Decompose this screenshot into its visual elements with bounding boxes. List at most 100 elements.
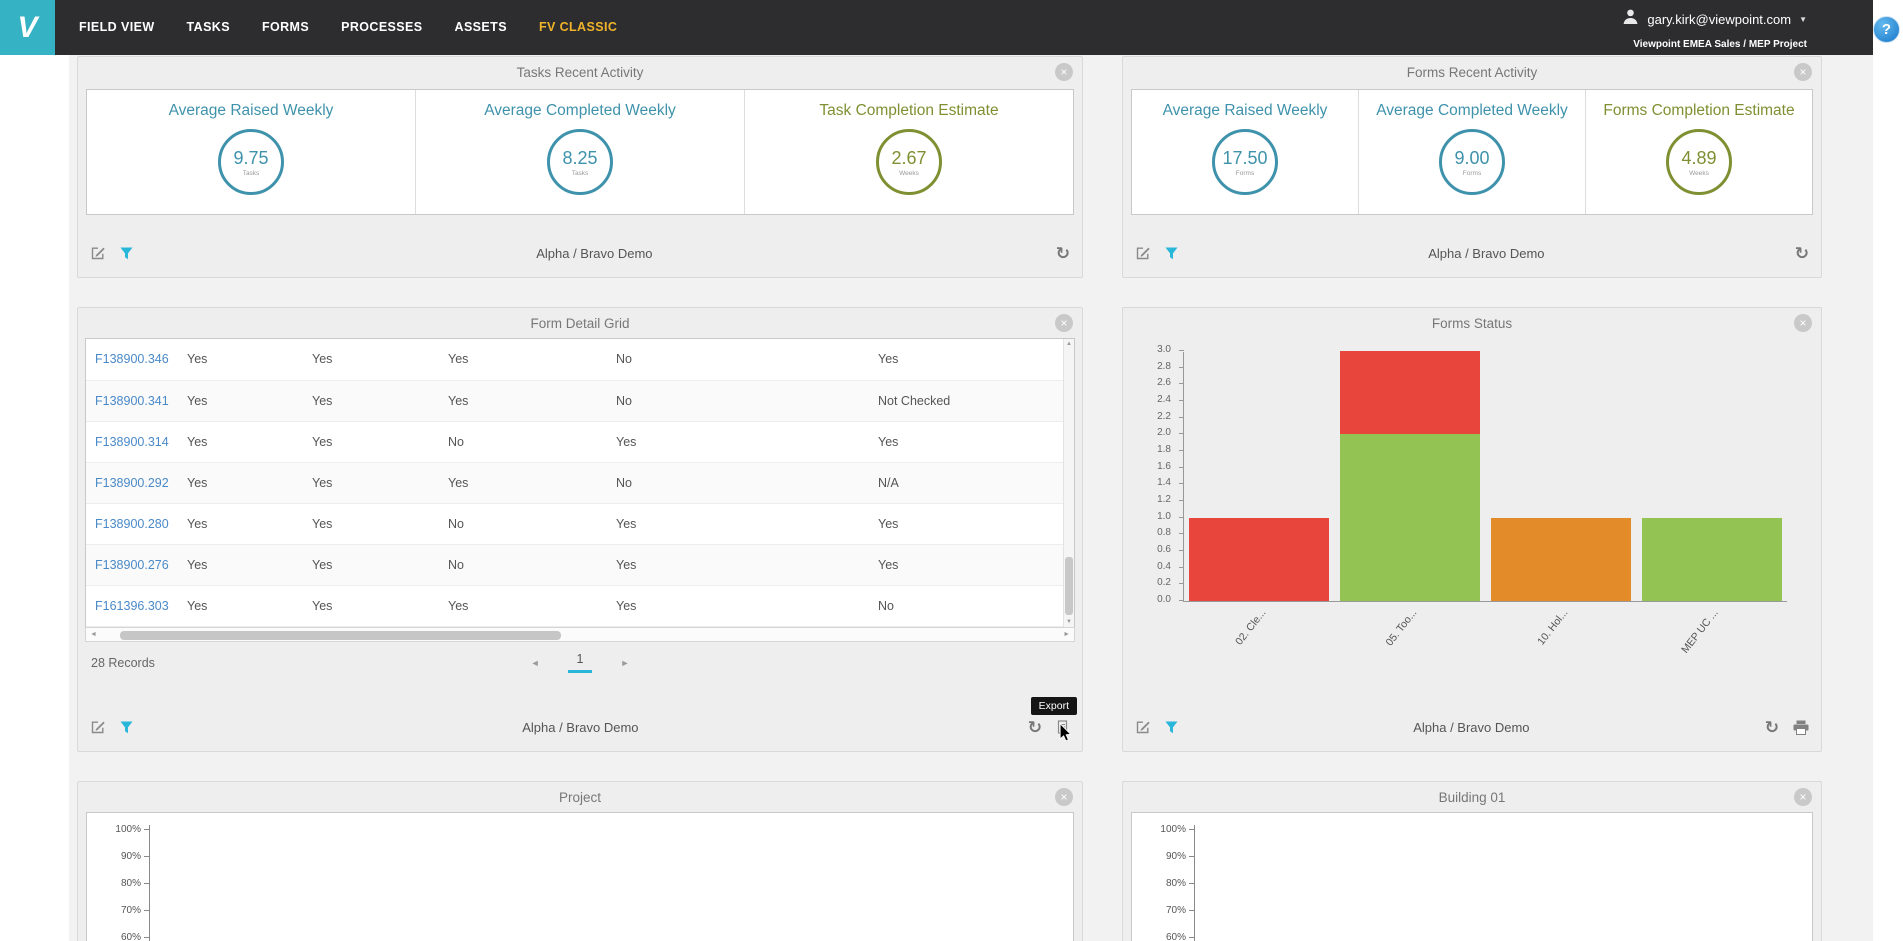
scroll-down-icon[interactable]: ▼	[1066, 618, 1072, 625]
filter-icon[interactable]	[120, 720, 133, 734]
y-axis-tick: 2.0	[1157, 427, 1184, 438]
nav-item-fv-classic[interactable]: FV CLASSIC	[538, 20, 618, 34]
next-page-icon[interactable]: ►	[620, 657, 630, 668]
cell: No	[607, 339, 869, 381]
form-id-link[interactable]: F138900.341	[86, 380, 178, 422]
close-icon[interactable]: ×	[1794, 63, 1812, 81]
y-axis-tick-label: 80%	[1165, 878, 1186, 889]
form-id-link[interactable]: F138900.314	[86, 421, 178, 463]
stat-value: 9.75	[233, 147, 269, 168]
panel-tasks-recent-activity: Tasks Recent Activity × Average Raised W…	[77, 56, 1083, 278]
cell: Yes	[869, 421, 1074, 463]
filter-icon[interactable]	[1165, 720, 1178, 734]
refresh-icon[interactable]: ↻	[1794, 243, 1809, 263]
panel-form-detail-grid: Form Detail Grid × F138900.346 Yes Yes Y…	[77, 307, 1083, 752]
scroll-right-icon[interactable]: ►	[1063, 630, 1070, 638]
y-axis-tick-label: 90%	[1165, 851, 1186, 862]
x-axis-label: MEP UC ...	[1679, 607, 1722, 656]
y-axis-tick-label: 2.0	[1157, 427, 1171, 439]
y-axis-tick: 0.4	[1157, 561, 1184, 572]
help-button[interactable]: ?	[1873, 16, 1900, 43]
panel-title: Forms Recent Activity	[1406, 64, 1538, 80]
building-plot: 100% 90% 80% 70% 60%	[1146, 817, 1798, 941]
y-axis-tick-label: 1.2	[1157, 494, 1171, 505]
cell: Yes	[607, 503, 869, 545]
close-icon[interactable]: ×	[1055, 314, 1073, 332]
stat-label: Average Raised Weekly	[168, 102, 334, 119]
bar: 02. Cle...	[1184, 352, 1335, 648]
close-icon[interactable]: ×	[1794, 788, 1812, 806]
scrollbar-track[interactable]	[101, 628, 1059, 641]
scroll-left-icon[interactable]: ◄	[90, 630, 97, 638]
cell: Yes	[869, 544, 1074, 586]
viewpoint-logo[interactable]: V	[0, 0, 55, 55]
stat-unit: Tasks	[571, 169, 589, 177]
y-axis-tick: 90%	[1146, 851, 1194, 862]
nav-item-processes[interactable]: PROCESSES	[341, 20, 423, 34]
form-id-link[interactable]: F138900.292	[86, 462, 178, 504]
refresh-icon[interactable]: ↻	[1027, 717, 1042, 737]
refresh-icon[interactable]: ↻	[1764, 717, 1779, 737]
y-axis-tick: 60%	[101, 932, 149, 941]
cell: Yes	[607, 421, 869, 463]
stat-value: 4.89	[1681, 147, 1717, 168]
cell: No	[439, 544, 607, 586]
scrollbar-thumb[interactable]	[1065, 556, 1073, 615]
cell: No	[439, 503, 607, 545]
page-number[interactable]: 1	[567, 652, 593, 673]
vertical-scrollbar[interactable]: ▲ ▼	[1063, 339, 1074, 627]
edit-icon[interactable]	[90, 719, 106, 735]
panel-project: Project × 100% 90% 80% 70% 60%	[77, 781, 1083, 941]
refresh-icon[interactable]: ↻	[1055, 243, 1070, 263]
bar-segment-green	[1641, 517, 1782, 601]
edit-icon[interactable]	[1135, 245, 1151, 261]
panel-header: Tasks Recent Activity ×	[78, 57, 1082, 87]
form-id-link[interactable]: F161396.303	[86, 585, 178, 627]
y-axis-tick: 3.0	[1157, 344, 1184, 355]
edit-icon[interactable]	[1135, 719, 1151, 735]
close-icon[interactable]: ×	[1055, 788, 1073, 806]
horizontal-scrollbar[interactable]: ◄ ►	[85, 626, 1075, 642]
prev-page-icon[interactable]: ◄	[530, 657, 540, 668]
filter-icon[interactable]	[1165, 246, 1178, 260]
cell: No	[869, 585, 1074, 627]
print-icon[interactable]	[1793, 720, 1809, 735]
filter-icon[interactable]	[120, 246, 133, 260]
breadcrumb: Viewpoint EMEA Sales / MEP Project	[1633, 39, 1807, 50]
panel-header: Building 01 ×	[1123, 782, 1821, 812]
panel-title: Building 01	[1438, 789, 1506, 805]
stat-label: Task Completion Estimate	[819, 102, 999, 119]
user-menu[interactable]: gary.kirk@viewpoint.com ▼	[1622, 8, 1807, 30]
scrollbar-thumb[interactable]	[120, 630, 561, 640]
stat-label: Average Raised Weekly	[1162, 102, 1328, 119]
y-axis-tick: 0.6	[1157, 544, 1184, 555]
y-axis	[149, 825, 150, 941]
y-axis-tick: 1.2	[1157, 494, 1184, 505]
y-axis-tick-label: 1.0	[1157, 510, 1171, 522]
form-id-link[interactable]: F138900.280	[86, 503, 178, 545]
left-column: Tasks Recent Activity × Average Raised W…	[77, 56, 1083, 941]
close-icon[interactable]: ×	[1794, 314, 1812, 332]
close-icon[interactable]: ×	[1055, 63, 1073, 81]
export-button[interactable]: Export	[1030, 697, 1077, 742]
edit-icon[interactable]	[90, 245, 106, 261]
pagination-row: 28 Records ◄ 1 ►	[85, 642, 1075, 684]
source-label: Alpha / Bravo Demo	[536, 245, 653, 261]
form-id-link[interactable]: F138900.276	[86, 544, 178, 586]
cell: Yes	[303, 544, 439, 586]
form-grid: F138900.346 Yes Yes Yes No Yes F138900.3…	[85, 338, 1075, 627]
nav-item-field-view[interactable]: FIELD VIEW	[79, 20, 155, 34]
nav-item-forms[interactable]: FORMS	[261, 20, 310, 34]
cell: Not Checked	[869, 380, 1074, 422]
stat-forms-completion-estimate: Forms Completion Estimate 4.89 Weeks	[1585, 90, 1812, 214]
form-id-link[interactable]: F138900.346	[86, 339, 178, 381]
cell: Yes	[303, 421, 439, 463]
x-axis-label: 02. Cle...	[1233, 607, 1269, 648]
cell: Yes	[303, 503, 439, 545]
nav-item-assets[interactable]: ASSETS	[454, 20, 507, 34]
nav-item-tasks[interactable]: TASKS	[186, 20, 230, 34]
project-plot: 100% 90% 80% 70% 60%	[101, 817, 1059, 941]
cell: Yes	[607, 585, 869, 627]
stat-unit: Weeks	[899, 169, 919, 177]
scroll-up-icon[interactable]: ▲	[1066, 341, 1072, 347]
